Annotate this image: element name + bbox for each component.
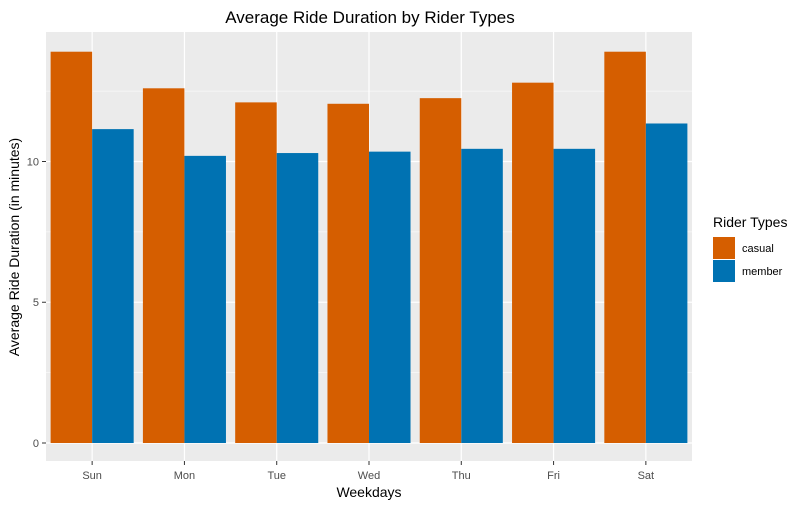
x-tick-label: Mon bbox=[174, 470, 195, 482]
legend: Rider Types casual member bbox=[713, 214, 787, 282]
bars bbox=[50, 51, 688, 444]
y-axis: 0 5 10 bbox=[27, 156, 46, 450]
legend-key-casual bbox=[713, 237, 735, 259]
bar-member-thu bbox=[461, 148, 503, 443]
bar-member-mon bbox=[184, 155, 226, 443]
x-tick-label: Fri bbox=[547, 470, 560, 482]
bar-casual-wed bbox=[327, 103, 369, 444]
x-tick-label: Thu bbox=[452, 470, 471, 482]
x-tick-label: Wed bbox=[358, 470, 380, 482]
x-tick-label: Sun bbox=[82, 470, 102, 482]
bar-member-fri bbox=[553, 148, 596, 443]
bar-casual-tue bbox=[235, 102, 277, 443]
x-tick-label: Tue bbox=[267, 470, 286, 482]
legend-label-casual: casual bbox=[742, 243, 774, 255]
y-tick-label: 5 bbox=[33, 297, 39, 309]
legend-label-member: member bbox=[742, 266, 783, 278]
legend-title: Rider Types bbox=[713, 214, 787, 230]
x-axis-title: Weekdays bbox=[336, 484, 401, 500]
bar-member-tue bbox=[276, 153, 319, 443]
y-tick-label: 0 bbox=[33, 438, 39, 450]
bar-casual-sun bbox=[50, 51, 93, 444]
x-tick-label: Sat bbox=[638, 470, 655, 482]
bar-casual-fri bbox=[512, 82, 554, 443]
y-axis-title: Average Ride Duration (in minutes) bbox=[6, 138, 22, 356]
bar-casual-mon bbox=[142, 88, 185, 444]
bar-member-wed bbox=[369, 151, 411, 443]
y-tick-label: 10 bbox=[27, 156, 39, 168]
x-axis: Sun Mon Tue Wed Thu Fri Sat bbox=[82, 461, 654, 482]
bar-casual-sat bbox=[604, 51, 646, 444]
chart-title: Average Ride Duration by Rider Types bbox=[225, 8, 514, 27]
bar-member-sun bbox=[92, 129, 134, 443]
bar-casual-thu bbox=[419, 98, 462, 443]
bar-member-sat bbox=[645, 123, 688, 444]
legend-key-member bbox=[713, 260, 735, 282]
